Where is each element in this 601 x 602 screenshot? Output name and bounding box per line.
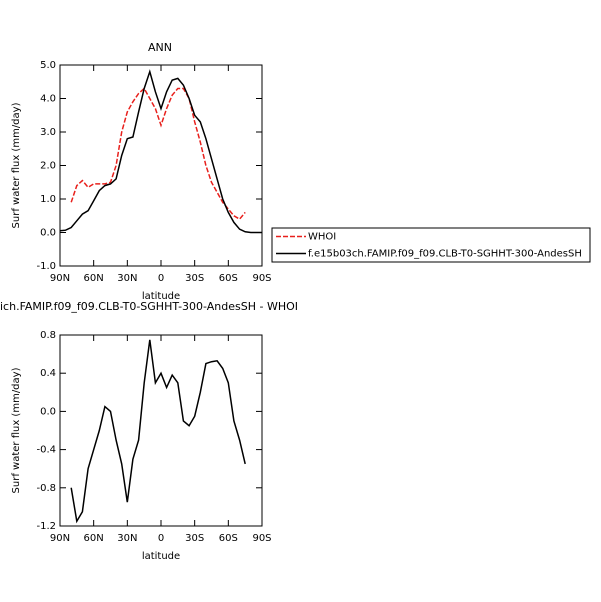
chart-title: ich.FAMIP.f09_f09.CLB-T0-SGHHT-300-Andes… <box>0 300 298 313</box>
x-tick-label: 90S <box>252 273 271 284</box>
x-tick-label: 60N <box>84 273 104 284</box>
y-tick-label: -1.2 <box>36 521 56 532</box>
y-tick-label: -1.0 <box>36 261 56 272</box>
x-axis-label: latitude <box>142 291 180 302</box>
x-tick-label: 30N <box>117 273 137 284</box>
legend-label: f.e15b03ch.FAMIP.f09_f09.CLB-T0-SGHHT-30… <box>308 249 582 260</box>
data-line <box>59 69 262 234</box>
chart-title: ANN <box>148 41 172 54</box>
data-line <box>70 339 246 524</box>
data-line <box>70 87 246 221</box>
x-tick-label: 0 <box>158 533 164 544</box>
y-tick-label: 2.0 <box>40 161 56 172</box>
y-tick-label: 0.4 <box>40 368 56 379</box>
y-tick-label: -0.8 <box>36 483 56 494</box>
x-tick-label: 0 <box>158 273 164 284</box>
y-tick-label: 0.8 <box>40 330 56 341</box>
legend-label: WHOI <box>308 232 336 243</box>
y-tick-label: -0.4 <box>36 445 56 456</box>
legend-box <box>271 227 591 263</box>
x-tick-label: 90S <box>252 533 271 544</box>
y-axis-label: Surf water flux (mm/day) <box>11 367 22 493</box>
x-tick-label: 60N <box>84 533 104 544</box>
y-tick-label: 3.0 <box>40 127 56 138</box>
x-tick-label: 30N <box>117 533 137 544</box>
y-tick-label: 1.0 <box>40 194 56 205</box>
y-tick-label: 0.0 <box>40 406 56 417</box>
y-axis-label: Surf water flux (mm/day) <box>11 102 22 228</box>
x-tick-label: 60S <box>219 273 238 284</box>
plot-frame <box>59 64 263 267</box>
x-tick-label: 90N <box>50 273 70 284</box>
x-tick-label: 60S <box>219 533 238 544</box>
x-tick-label: 90N <box>50 533 70 544</box>
y-tick-label: 4.0 <box>40 94 56 105</box>
y-tick-label: 5.0 <box>40 60 56 71</box>
y-tick-label: 0.0 <box>40 228 56 239</box>
x-tick-label: 30S <box>185 533 204 544</box>
x-axis-label: latitude <box>142 551 180 562</box>
plot-frame <box>59 334 263 527</box>
x-tick-label: 30S <box>185 273 204 284</box>
